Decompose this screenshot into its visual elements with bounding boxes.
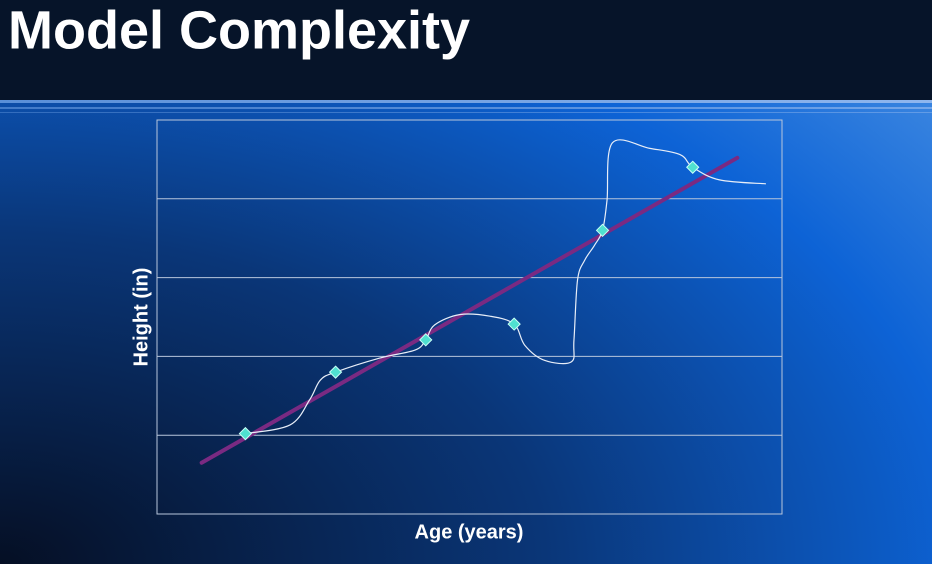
- title: Model Complexity: [8, 0, 470, 60]
- data-point: [595, 223, 610, 238]
- y-axis-label: Height (in): [130, 268, 152, 367]
- stripe: [0, 107, 932, 109]
- x-axis-label: Age (years): [415, 521, 524, 543]
- stripe: [0, 100, 932, 103]
- header: [0, 0, 932, 100]
- fit-line: [199, 155, 740, 465]
- data-point: [238, 426, 253, 441]
- overfit-curve: [245, 139, 766, 435]
- data-point: [507, 317, 521, 331]
- data-point: [419, 333, 433, 347]
- data-point: [328, 365, 343, 379]
- data-point: [686, 160, 700, 174]
- stripe: [0, 112, 932, 113]
